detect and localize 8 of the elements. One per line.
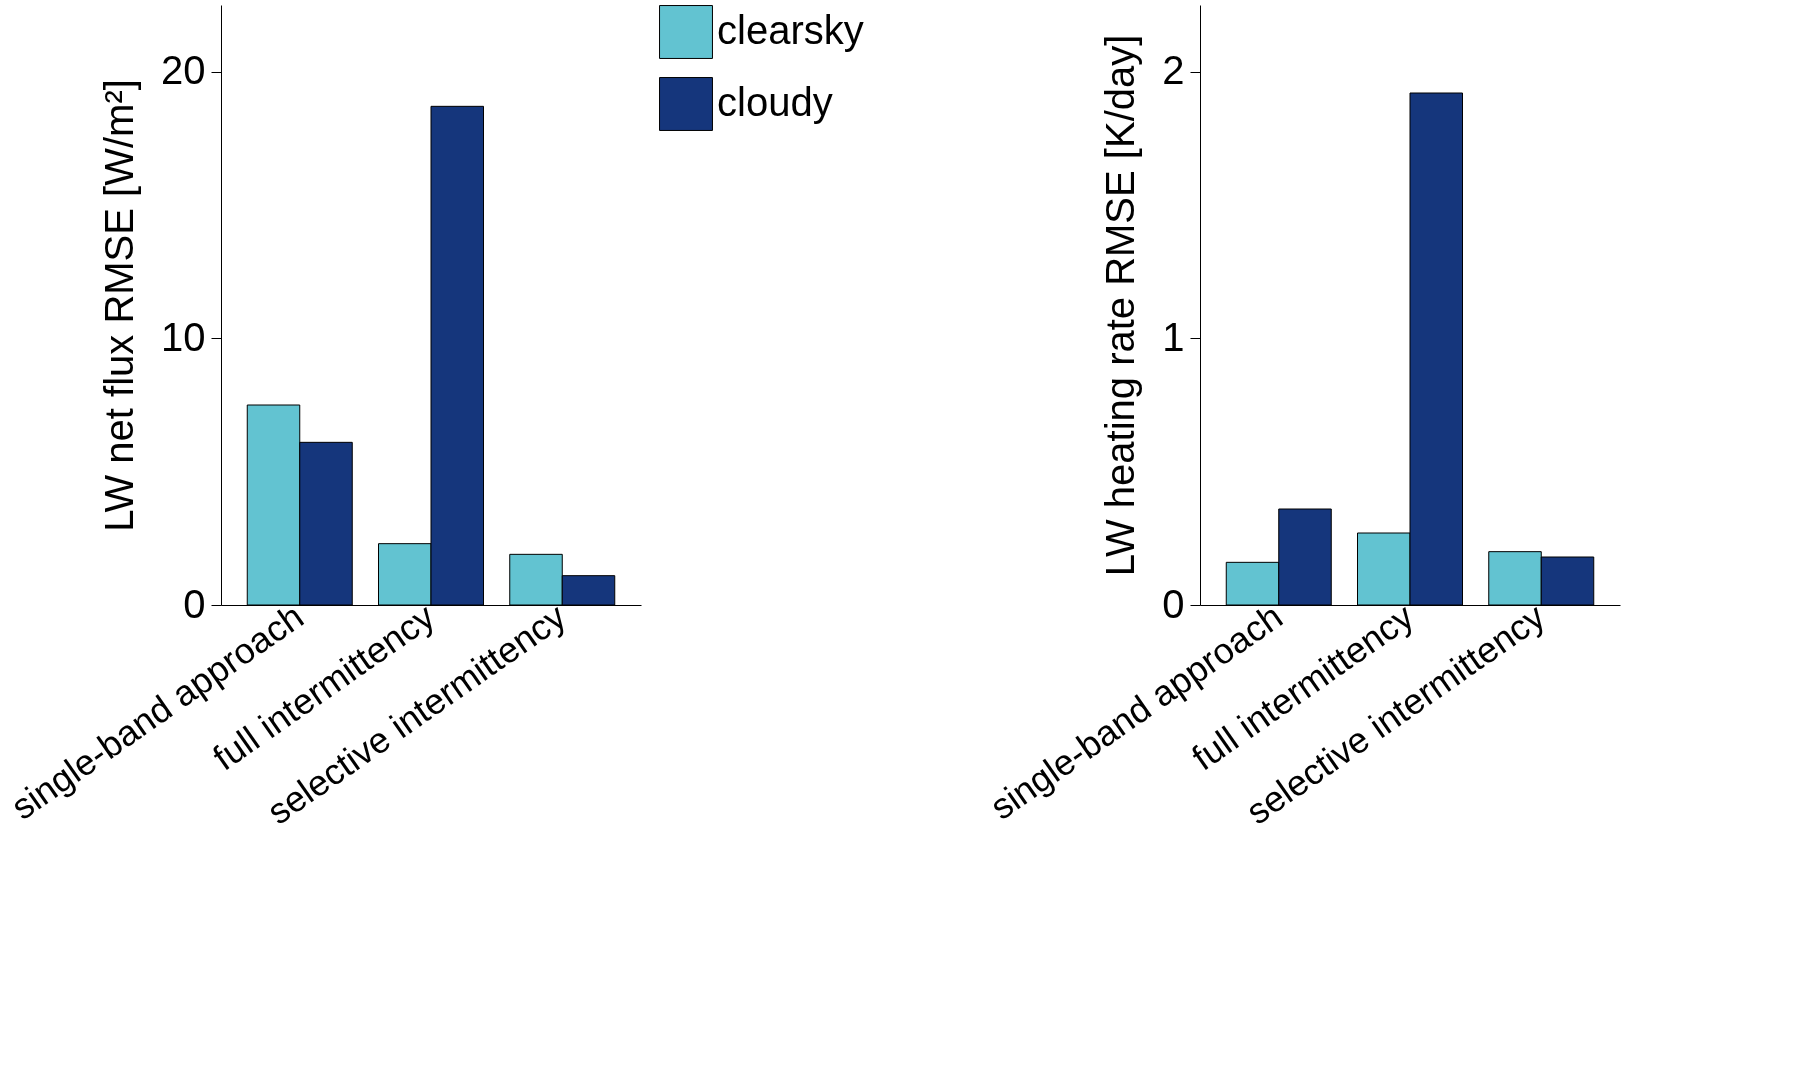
legend-label: clearsky (717, 8, 864, 52)
y-axis-title: LW net flux RMSE [W/m²] (97, 79, 142, 532)
y-tick-label: 20 (161, 48, 206, 93)
y-axis-title: LW heating rate RMSE [K/day] (1098, 34, 1143, 577)
legend-label: cloudy (717, 80, 833, 124)
y-tick-label: 2 (1162, 48, 1185, 93)
y-tick-label: 1 (1162, 314, 1185, 359)
y-tick-label: 10 (161, 314, 206, 359)
